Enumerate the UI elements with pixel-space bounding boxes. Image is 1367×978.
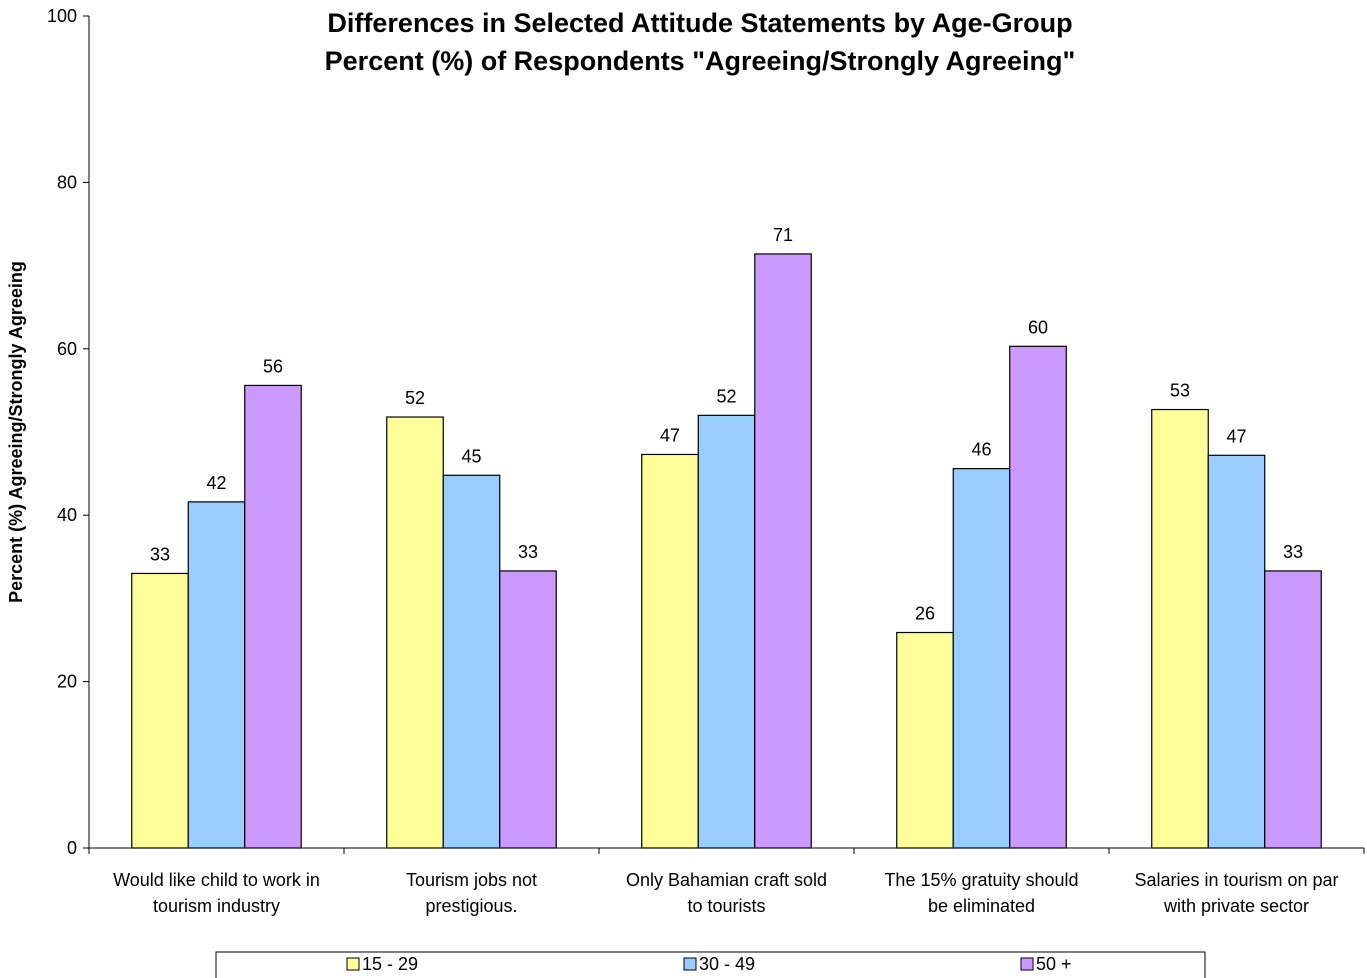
bar (244, 384, 302, 849)
bars (131, 253, 1322, 849)
category-labels: Would like child to work in tourism indus… (113, 870, 1338, 916)
data-labels: 33 42 56 52 45 33 47 52 71 26 46 60 53 47 33 (150, 225, 1303, 624)
bar (1207, 454, 1266, 849)
legend-swatch (1020, 957, 1034, 971)
data-label: 71 (773, 225, 793, 245)
legend-swatch (683, 957, 697, 971)
y-tick-label: 20 (57, 672, 77, 692)
chart-title: Differences in Selected Attitude Stateme… (327, 8, 1072, 38)
data-label: 45 (461, 446, 481, 466)
chart-subtitle: Percent (%) of Respondents "Agreeing/Str… (325, 46, 1076, 76)
category-label: Tourism jobs not (406, 870, 537, 890)
y-tick-label: 40 (57, 505, 77, 525)
data-label: 33 (150, 544, 170, 564)
y-tick-label: 60 (57, 339, 77, 359)
bar (1151, 408, 1209, 849)
y-tick-label: 80 (57, 172, 77, 192)
legend-label: 50 + (1036, 954, 1072, 974)
data-label: 52 (405, 388, 425, 408)
bar (187, 501, 246, 849)
bar (131, 572, 189, 849)
category-label: be eliminated (928, 896, 1035, 916)
data-label: 42 (206, 473, 226, 493)
data-label: 60 (1028, 317, 1048, 337)
data-label: 33 (1283, 542, 1303, 562)
bar (754, 253, 812, 849)
bar (1009, 345, 1067, 849)
category-label: tourism industry (153, 896, 280, 916)
category-label: Salaries in tourism on par (1134, 870, 1338, 890)
legend-label: 30 - 49 (699, 954, 755, 974)
data-label: 46 (971, 440, 991, 460)
bar (386, 416, 444, 849)
bar (442, 474, 501, 849)
category-label: Only Bahamian craft sold (626, 870, 827, 890)
data-label: 52 (716, 386, 736, 406)
category-label: Would like child to work in (113, 870, 320, 890)
legend-label: 15 - 29 (362, 954, 418, 974)
legend-swatch (346, 957, 360, 971)
data-label: 33 (518, 542, 538, 562)
y-tick-label: 0 (67, 838, 77, 858)
data-label: 47 (1226, 426, 1246, 446)
bar (896, 631, 954, 849)
legend-box (215, 951, 1206, 978)
category-label: prestigious. (425, 896, 517, 916)
category-label: with private sector (1163, 896, 1309, 916)
category-label: to tourists (687, 896, 765, 916)
data-label: 53 (1170, 381, 1190, 401)
data-label: 26 (915, 604, 935, 624)
category-label: The 15% gratuity should (884, 870, 1078, 890)
bar (697, 414, 756, 849)
bar (952, 468, 1011, 849)
bar (1264, 570, 1322, 849)
bar (499, 570, 557, 849)
data-label: 56 (263, 356, 283, 376)
bar (641, 453, 699, 849)
y-axis-label: Percent (%) Agreeing/Strongly Agreeing (6, 261, 26, 603)
y-tick-label: 100 (47, 6, 77, 26)
legend: 15 - 29 30 - 49 50 + (215, 951, 1206, 978)
data-label: 47 (660, 425, 680, 445)
